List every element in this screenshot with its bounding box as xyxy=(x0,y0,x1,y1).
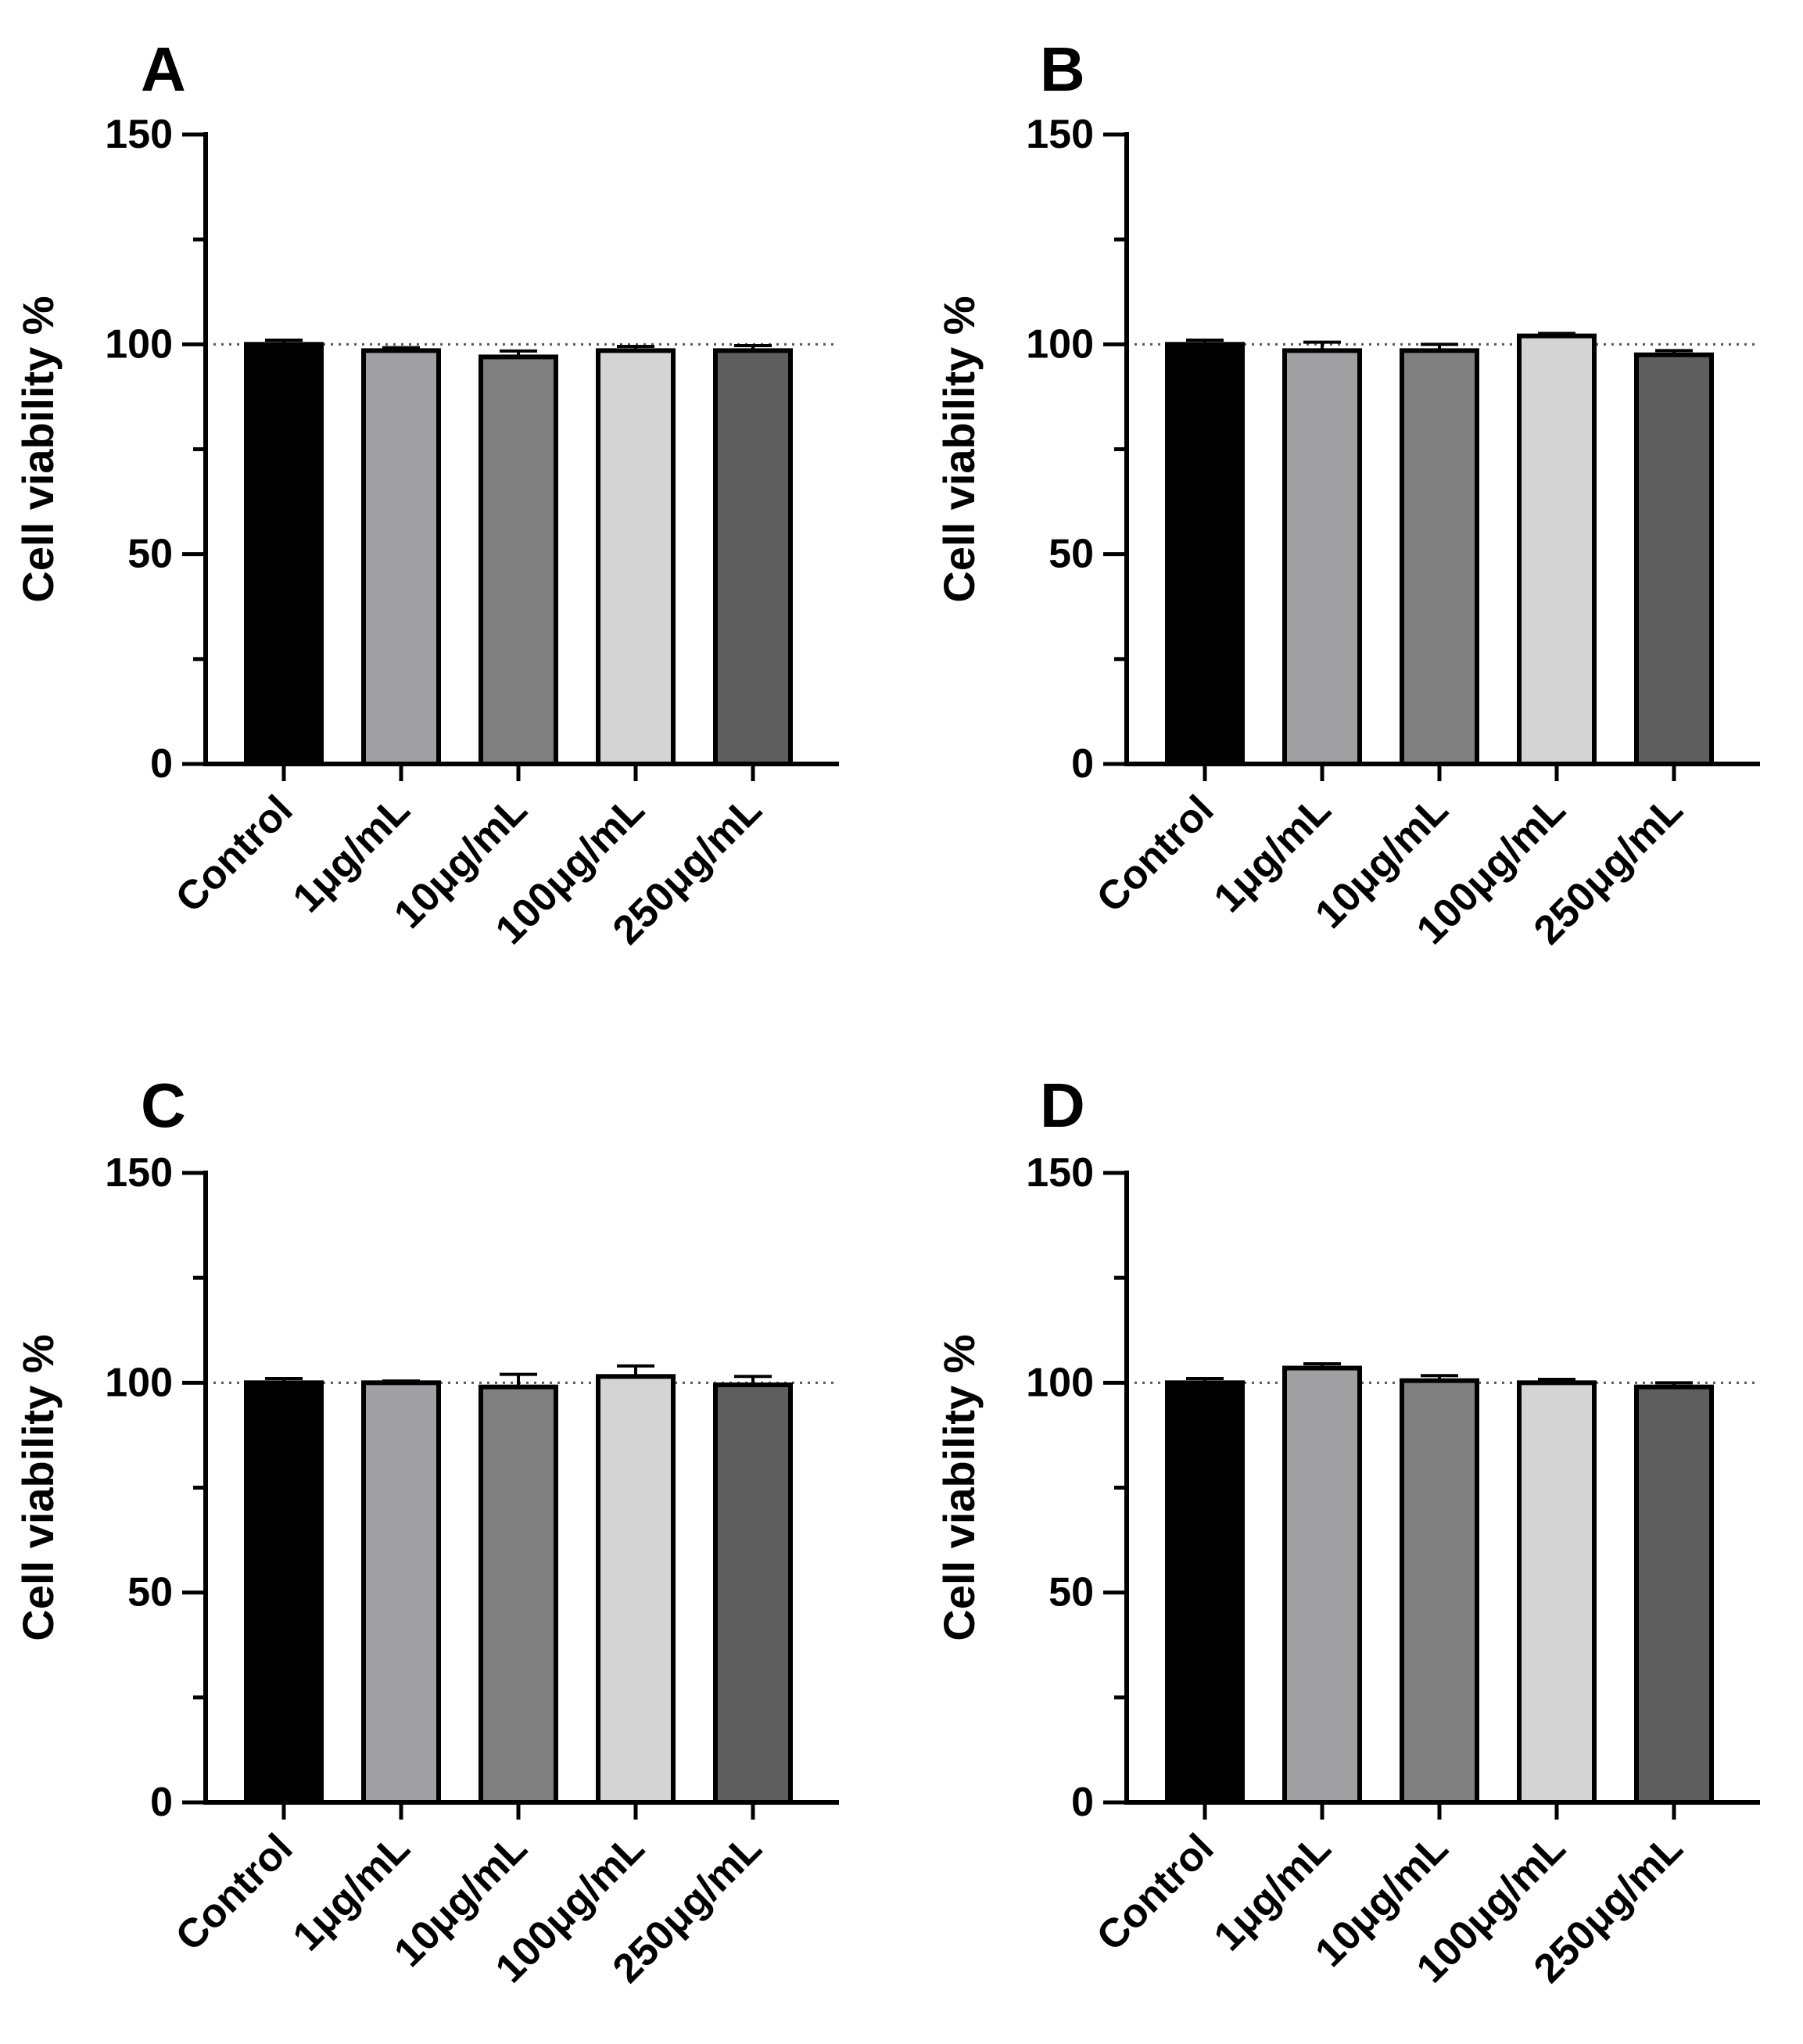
panel-letter: C xyxy=(141,1070,186,1140)
bar xyxy=(479,1384,558,1805)
category-label: Control xyxy=(167,1825,302,1960)
error-bar xyxy=(500,1372,537,1387)
bar xyxy=(1400,348,1479,766)
y-tick-label: 0 xyxy=(1071,1780,1094,1825)
bar xyxy=(1634,1384,1714,1805)
error-bar xyxy=(1186,1376,1224,1383)
error-bar xyxy=(1186,338,1224,345)
panel-letter: B xyxy=(1040,34,1085,104)
error-bar xyxy=(265,1376,303,1383)
y-tick-label: 50 xyxy=(1048,1570,1094,1615)
bar xyxy=(1517,333,1597,767)
bar xyxy=(244,342,324,767)
y-tick-label: 150 xyxy=(105,112,173,157)
error-bar xyxy=(1303,340,1341,351)
category-label: Control xyxy=(1088,1825,1223,1960)
category-label: Control xyxy=(167,787,302,921)
panel-letter: A xyxy=(141,34,186,104)
bar xyxy=(361,1380,441,1806)
bar xyxy=(1165,342,1245,767)
bar xyxy=(479,354,558,766)
bar xyxy=(596,1374,676,1805)
y-tick-label: 100 xyxy=(105,1360,173,1405)
bar xyxy=(1400,1378,1479,1805)
error-bar xyxy=(1655,1381,1693,1387)
y-tick-label: 150 xyxy=(1026,112,1094,157)
error-bar xyxy=(1303,1362,1341,1368)
error-bar xyxy=(382,346,420,351)
y-tick-label: 0 xyxy=(150,1780,173,1825)
y-tick-label: 150 xyxy=(105,1150,173,1196)
bar xyxy=(713,1382,793,1806)
error-bar xyxy=(734,343,772,351)
y-axis-label: Cell viability % xyxy=(13,1334,63,1641)
y-axis-label: Cell viability % xyxy=(934,296,984,602)
y-tick-label: 150 xyxy=(1026,1150,1094,1196)
y-axis-label: Cell viability % xyxy=(934,1334,984,1641)
bar xyxy=(1165,1380,1245,1806)
bar xyxy=(1282,1365,1362,1806)
error-bar xyxy=(1538,332,1575,336)
error-bar xyxy=(1421,342,1458,351)
panel-letter: D xyxy=(1040,1070,1085,1140)
y-axis-label: Cell viability % xyxy=(13,296,63,602)
y-tick-label: 50 xyxy=(127,532,173,577)
y-tick-label: 0 xyxy=(1071,741,1094,787)
error-bar xyxy=(1421,1374,1458,1381)
error-bar xyxy=(382,1379,420,1383)
error-bar xyxy=(734,1375,772,1386)
y-tick-label: 100 xyxy=(1026,1360,1094,1405)
y-tick-label: 100 xyxy=(105,321,173,367)
bar xyxy=(361,348,441,766)
error-bar xyxy=(265,338,303,345)
error-bar xyxy=(1538,1378,1575,1383)
y-tick-label: 50 xyxy=(1048,532,1094,577)
y-tick-label: 50 xyxy=(127,1570,173,1615)
error-bar xyxy=(617,345,654,351)
bar xyxy=(596,348,676,766)
error-bar xyxy=(617,1364,654,1377)
bar xyxy=(244,1380,324,1806)
bar xyxy=(713,348,793,766)
y-tick-label: 100 xyxy=(1026,321,1094,367)
bar xyxy=(1634,352,1714,766)
bar xyxy=(1282,348,1362,766)
error-bar xyxy=(1655,349,1693,355)
category-label: Control xyxy=(1088,787,1223,921)
error-bar xyxy=(500,349,537,357)
y-tick-label: 0 xyxy=(150,741,173,787)
bar xyxy=(1517,1380,1597,1806)
